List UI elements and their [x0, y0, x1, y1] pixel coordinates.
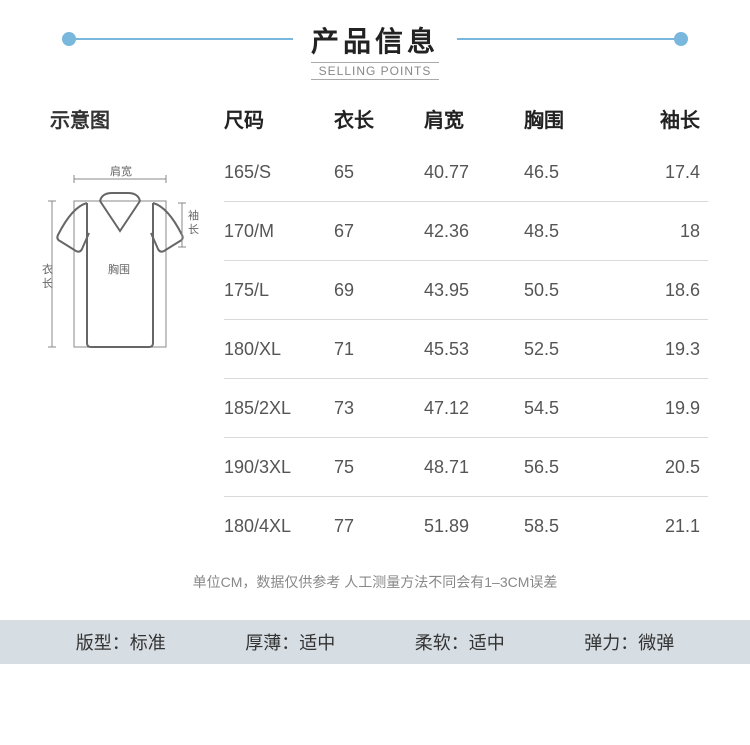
table-row: 180/4XL7751.8958.521.1: [224, 497, 708, 556]
table-cell: 47.12: [424, 398, 524, 419]
table-row: 165/S6540.7746.517.4: [224, 143, 708, 202]
table-cell: 19.9: [614, 398, 700, 419]
table-cell: 45.53: [424, 339, 524, 360]
svg-text:长: 长: [42, 277, 53, 290]
table-cell: 170/M: [224, 221, 334, 242]
col-header-size: 尺码: [224, 104, 334, 133]
label-shoulder: 肩宽: [110, 164, 132, 178]
table-cell: 65: [334, 162, 424, 183]
table-cell: 190/3XL: [224, 457, 334, 478]
table-header-row: 尺码 衣长 肩宽 胸围 袖长: [224, 104, 708, 143]
attr-thickness: 厚薄：适中: [245, 629, 335, 655]
diagram-heading: 示意图: [50, 104, 212, 133]
section-header: 产品信息 SELLING POINTS: [0, 26, 750, 80]
table-cell: 20.5: [614, 457, 700, 478]
footnote: 单位CM，数据仅供参考 人工测量方法不同会有1–3CM误差: [0, 572, 750, 592]
table-row: 180/XL7145.5352.519.3: [224, 320, 708, 379]
label-sleeve: 袖: [188, 208, 199, 222]
table-cell: 67: [334, 221, 424, 242]
header-title: 产品信息: [311, 20, 439, 60]
table-cell: 175/L: [224, 280, 334, 301]
table-cell: 42.36: [424, 221, 524, 242]
table-cell: 69: [334, 280, 424, 301]
table-cell: 58.5: [524, 516, 614, 537]
table-cell: 21.1: [614, 516, 700, 537]
table-cell: 50.5: [524, 280, 614, 301]
table-cell: 48.5: [524, 221, 614, 242]
table-cell: 56.5: [524, 457, 614, 478]
table-cell: 51.89: [424, 516, 524, 537]
table-cell: 54.5: [524, 398, 614, 419]
diagram-column: 示意图 肩宽 袖 长 胸围: [42, 104, 212, 556]
table-row: 185/2XL7347.1254.519.9: [224, 379, 708, 438]
table-cell: 71: [334, 339, 424, 360]
table-cell: 48.71: [424, 457, 524, 478]
label-length: 衣: [42, 262, 53, 276]
table-cell: 185/2XL: [224, 398, 334, 419]
content-area: 示意图 肩宽 袖 长 胸围: [0, 80, 750, 556]
col-header-sleeve: 袖长: [614, 104, 700, 133]
table-cell: 180/4XL: [224, 516, 334, 537]
attribute-bar: 版型：标准 厚薄：适中 柔软：适中 弹力：微弹: [0, 620, 750, 664]
table-cell: 18: [614, 221, 700, 242]
label-chest: 胸围: [108, 262, 130, 276]
table-cell: 52.5: [524, 339, 614, 360]
table-cell: 43.95: [424, 280, 524, 301]
col-header-shoulder: 肩宽: [424, 104, 524, 133]
attr-stretch: 弹力：微弹: [584, 629, 674, 655]
table-cell: 17.4: [614, 162, 700, 183]
tshirt-diagram: 肩宽 袖 长 胸围 衣 长: [42, 163, 212, 373]
table-cell: 73: [334, 398, 424, 419]
table-row: 175/L6943.9550.518.6: [224, 261, 708, 320]
header-title-box: 产品信息 SELLING POINTS: [293, 20, 457, 80]
table-cell: 180/XL: [224, 339, 334, 360]
table-row: 170/M6742.3648.518: [224, 202, 708, 261]
table-cell: 165/S: [224, 162, 334, 183]
table-cell: 40.77: [424, 162, 524, 183]
col-header-length: 衣长: [334, 104, 424, 133]
attr-fit: 版型：标准: [76, 629, 166, 655]
header-subtitle: SELLING POINTS: [311, 62, 439, 80]
table-row: 190/3XL7548.7156.520.5: [224, 438, 708, 497]
size-table: 尺码 衣长 肩宽 胸围 袖长 165/S6540.7746.517.4170/M…: [224, 104, 708, 556]
header-dot-right: [674, 32, 688, 46]
table-cell: 19.3: [614, 339, 700, 360]
table-cell: 18.6: [614, 280, 700, 301]
attr-softness: 柔软：适中: [415, 629, 505, 655]
table-cell: 77: [334, 516, 424, 537]
table-cell: 75: [334, 457, 424, 478]
svg-text:长: 长: [188, 223, 199, 236]
col-header-chest: 胸围: [524, 104, 614, 133]
header-dot-left: [62, 32, 76, 46]
table-cell: 46.5: [524, 162, 614, 183]
